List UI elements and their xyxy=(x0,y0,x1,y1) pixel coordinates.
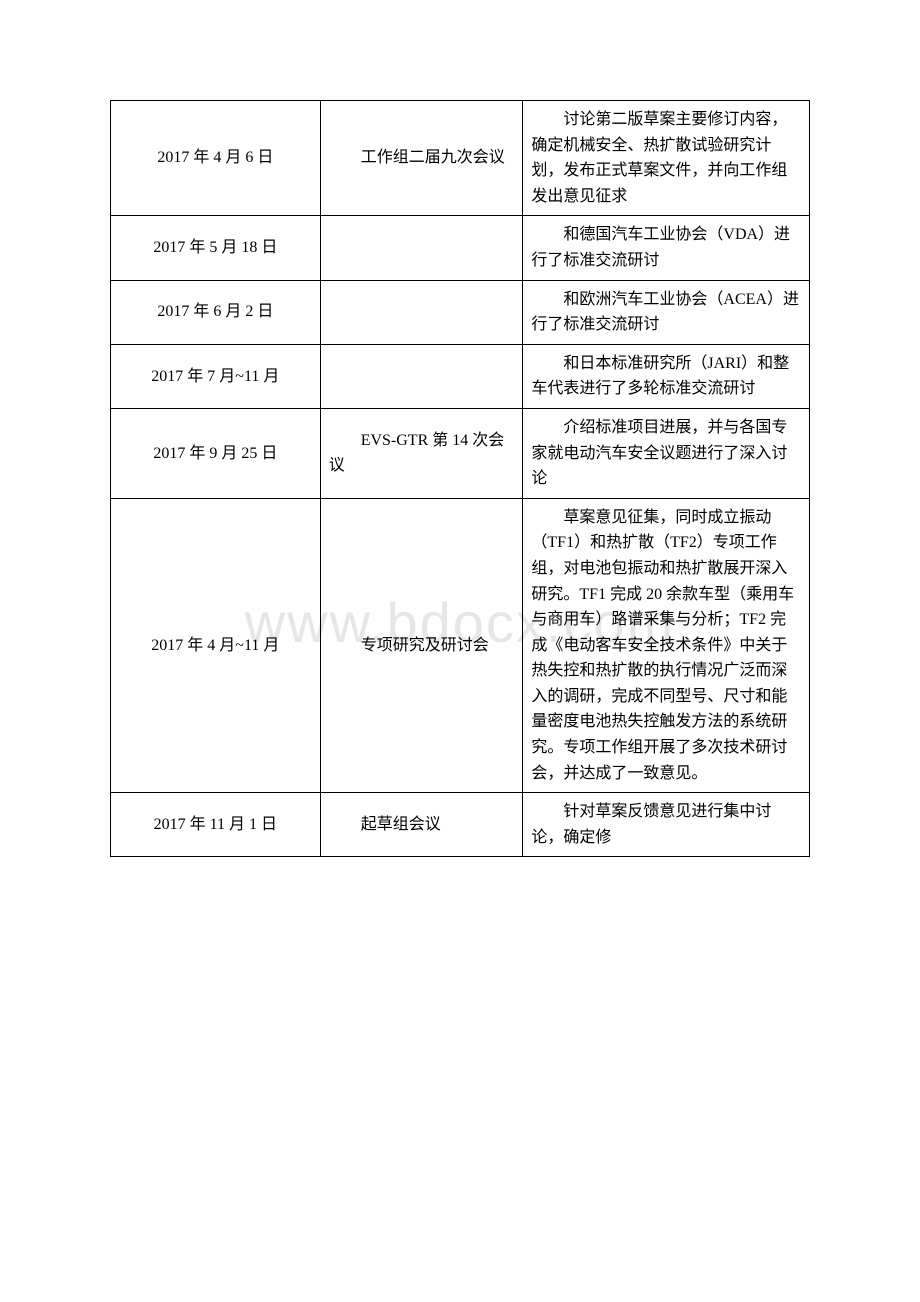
table-row: 2017 年 9 月 25 日 EVS-GTR 第 14 次会议 介绍标准项目进… xyxy=(111,408,810,498)
table-row: 2017 年 4 月 6 日 工作组二届九次会议 讨论第二版草案主要修订内容，确… xyxy=(111,101,810,216)
event-cell xyxy=(320,216,523,280)
table-row: 2017 年 11 月 1 日 起草组会议 针对草案反馈意见进行集中讨论，确定修 xyxy=(111,793,810,857)
date-cell: 2017 年 4 月~11 月 xyxy=(111,498,321,793)
table-row: 2017 年 5 月 18 日 和德国汽车工业协会（VDA）进行了标准交流研讨 xyxy=(111,216,810,280)
schedule-table: 2017 年 4 月 6 日 工作组二届九次会议 讨论第二版草案主要修订内容，确… xyxy=(110,100,810,857)
date-cell: 2017 年 9 月 25 日 xyxy=(111,408,321,498)
description-cell: 和欧洲汽车工业协会（ACEA）进行了标准交流研讨 xyxy=(523,280,810,344)
table-row: 2017 年 6 月 2 日 和欧洲汽车工业协会（ACEA）进行了标准交流研讨 xyxy=(111,280,810,344)
event-cell: 工作组二届九次会议 xyxy=(320,101,523,216)
description-cell: 草案意见征集，同时成立振动（TF1）和热扩散（TF2）专项工作组，对电池包振动和… xyxy=(523,498,810,793)
event-cell: EVS-GTR 第 14 次会议 xyxy=(320,408,523,498)
description-cell: 和德国汽车工业协会（VDA）进行了标准交流研讨 xyxy=(523,216,810,280)
description-cell: 和日本标准研究所（JARI）和整车代表进行了多轮标准交流研讨 xyxy=(523,344,810,408)
event-cell xyxy=(320,344,523,408)
date-cell: 2017 年 5 月 18 日 xyxy=(111,216,321,280)
date-cell: 2017 年 7 月~11 月 xyxy=(111,344,321,408)
table-row: 2017 年 7 月~11 月 和日本标准研究所（JARI）和整车代表进行了多轮… xyxy=(111,344,810,408)
date-cell: 2017 年 6 月 2 日 xyxy=(111,280,321,344)
date-cell: 2017 年 11 月 1 日 xyxy=(111,793,321,857)
event-cell: 起草组会议 xyxy=(320,793,523,857)
event-cell: 专项研究及研讨会 xyxy=(320,498,523,793)
document-content: 2017 年 4 月 6 日 工作组二届九次会议 讨论第二版草案主要修订内容，确… xyxy=(110,100,810,857)
date-cell: 2017 年 4 月 6 日 xyxy=(111,101,321,216)
description-cell: 针对草案反馈意见进行集中讨论，确定修 xyxy=(523,793,810,857)
description-cell: 讨论第二版草案主要修订内容，确定机械安全、热扩散试验研究计划，发布正式草案文件，… xyxy=(523,101,810,216)
event-cell xyxy=(320,280,523,344)
table-row: 2017 年 4 月~11 月 专项研究及研讨会 草案意见征集，同时成立振动（T… xyxy=(111,498,810,793)
description-cell: 介绍标准项目进展，并与各国专家就电动汽车安全议题进行了深入讨论 xyxy=(523,408,810,498)
